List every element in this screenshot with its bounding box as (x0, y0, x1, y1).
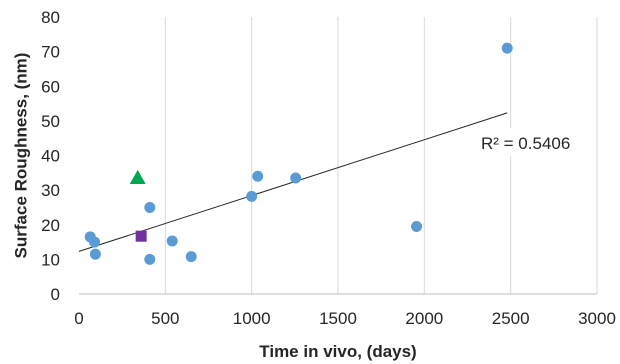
r-squared-box (474, 128, 586, 156)
y-tick-label: 10 (41, 250, 60, 269)
data-point-circle (501, 42, 513, 54)
x-tick-label: 0 (74, 309, 83, 328)
y-tick-labels: 0 10 20 30 40 50 60 70 80 (41, 8, 60, 304)
data-point-circle (185, 251, 197, 263)
data-point-circle (166, 235, 178, 247)
x-tick-label: 1000 (233, 309, 271, 328)
y-tick-label: 70 (41, 43, 60, 62)
x-tick-label: 500 (151, 309, 179, 328)
x-axis-title: Time in vivo, (days) (259, 342, 416, 361)
data-point-circle (89, 248, 101, 260)
x-tick-label: 1500 (319, 309, 357, 328)
data-point-circle (252, 170, 264, 182)
y-tick-label: 80 (41, 8, 60, 27)
x-tick-label: 2500 (492, 309, 530, 328)
data-point-circle (144, 201, 156, 213)
data-points (84, 42, 513, 265)
y-tick-label: 30 (41, 181, 60, 200)
y-tick-label: 20 (41, 216, 60, 235)
r-squared-label: R² = 0.5406 (481, 134, 570, 153)
y-tick-label: 40 (41, 147, 60, 166)
y-tick-label: 60 (41, 77, 60, 96)
data-point-circle (89, 236, 101, 248)
data-point-circle (246, 190, 258, 202)
x-tick-label: 2000 (405, 309, 443, 328)
data-point-triangle (129, 170, 146, 185)
data-point-circle (144, 253, 156, 265)
data-point-circle (290, 172, 302, 184)
y-tick-label: 0 (51, 285, 60, 304)
x-tick-labels: 0 500 1000 1500 2000 2500 3000 (74, 309, 616, 328)
data-point-square (135, 230, 147, 242)
y-axis-title: Surface Roughness, (nm) (11, 53, 30, 259)
y-tick-label: 50 (41, 112, 60, 131)
x-tick-label: 3000 (578, 309, 616, 328)
data-point-circle (411, 220, 423, 232)
